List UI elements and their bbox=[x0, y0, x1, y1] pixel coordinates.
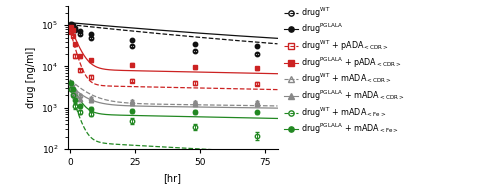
Legend: drug$^{\rm WT}$, drug$^{\rm PGLALA}$, drug$^{\rm WT}$ + pADA$_{\rm <CDR>}$, drug: drug$^{\rm WT}$, drug$^{\rm PGLALA}$, dr… bbox=[284, 5, 405, 136]
X-axis label: [hr]: [hr] bbox=[164, 173, 182, 183]
Y-axis label: drug [ng/ml]: drug [ng/ml] bbox=[26, 47, 36, 108]
